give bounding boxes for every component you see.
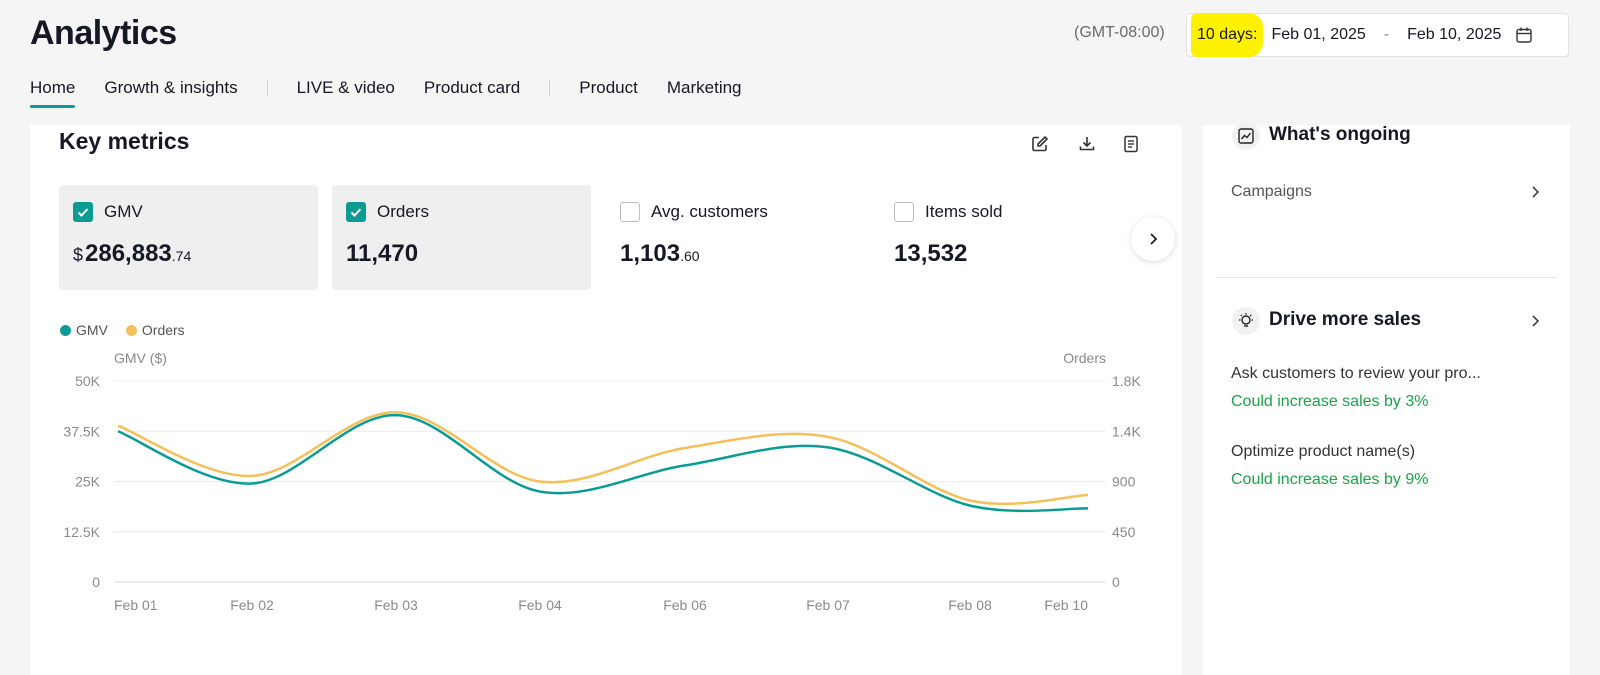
nav-divider <box>266 81 268 95</box>
tab-home[interactable]: Home <box>30 78 76 108</box>
date-start[interactable]: Feb 01, 2025 <box>1271 26 1366 43</box>
lightbulb-icon <box>1232 307 1260 335</box>
key-metrics-title: Key metrics <box>59 128 190 154</box>
date-range-picker[interactable]: 10 days: Feb 01, 2025 - Feb 10, 2025 <box>1186 13 1569 57</box>
metric-label: Avg. customers <box>651 202 768 221</box>
x-tick-label: Feb 06 <box>663 597 707 613</box>
metric-value: $286,883.74 <box>73 240 192 267</box>
trend-icon <box>1232 122 1260 150</box>
sidebar-divider <box>1216 277 1556 278</box>
tip-product-name-text[interactable]: Optimize product name(s) <box>1231 443 1416 460</box>
checkmark-icon <box>77 208 89 217</box>
nav-tabs: Home Growth & insights LIVE & video Prod… <box>30 78 771 108</box>
x-tick-label: Feb 10 <box>1044 597 1088 613</box>
y-tick-label-right: 1.8K <box>1112 373 1141 389</box>
avg-customers-checkbox[interactable] <box>620 202 640 222</box>
orders-series-line <box>117 411 1089 506</box>
metric-card-avg-customers[interactable]: Avg. customers 1,103.60 <box>606 185 865 290</box>
x-tick-label: Feb 04 <box>518 597 562 613</box>
items-sold-checkbox[interactable] <box>894 202 914 222</box>
date-separator: - <box>1383 26 1390 43</box>
sidebar-card <box>1203 125 1570 675</box>
x-tick-label: Feb 08 <box>948 597 992 613</box>
legend-dot-gmv <box>60 324 71 336</box>
y-tick-label-right: 900 <box>1112 474 1136 490</box>
metric-value: 11,470 <box>346 240 419 267</box>
date-end[interactable]: Feb 10, 2025 <box>1407 26 1502 43</box>
metric-card-orders[interactable]: Orders 11,470 <box>332 185 591 290</box>
tab-live-video[interactable]: LIVE & video <box>296 78 395 97</box>
tip-review-text[interactable]: Ask customers to review your pro... <box>1231 365 1481 382</box>
x-tick-label: Feb 03 <box>374 597 418 613</box>
legend-label: GMV <box>76 322 108 338</box>
y-tick-label-right: 1.4K <box>1112 423 1141 439</box>
tab-marketing[interactable]: Marketing <box>666 78 742 97</box>
y-tick-label-left: 25K <box>75 474 101 490</box>
y-tick-label-left: 12.5K <box>63 524 100 540</box>
gmv-series-line <box>117 413 1089 513</box>
gmv-checkbox[interactable] <box>73 202 93 222</box>
legend-label: Orders <box>141 322 185 338</box>
tab-growth-insights[interactable]: Growth & insights <box>104 78 238 97</box>
timezone-label: (GMT-08:00) <box>1074 24 1165 41</box>
y-tick-label-left: 0 <box>92 574 100 590</box>
chart-legend: GMV Orders <box>60 322 203 338</box>
legend-orders[interactable]: Orders <box>125 322 185 338</box>
chevron-right-icon <box>1150 233 1158 245</box>
metric-label: Items sold <box>925 202 1003 221</box>
date-range-preset[interactable]: 10 days: <box>1191 13 1264 57</box>
x-tick-label: Feb 02 <box>230 597 274 613</box>
whats-ongoing-title: What's ongoing <box>1269 124 1411 145</box>
legend-gmv[interactable]: GMV <box>60 322 108 338</box>
tab-product-card[interactable]: Product card <box>423 78 521 97</box>
tab-product[interactable]: Product <box>579 78 638 97</box>
tip-review-impact: Could increase sales by 3% <box>1231 393 1429 410</box>
chevron-right-icon[interactable] <box>1529 185 1541 199</box>
metric-label: GMV <box>104 202 143 221</box>
metric-card-items-sold[interactable]: Items sold 13,532 <box>880 185 1139 290</box>
x-tick-label: Feb 01 <box>114 597 158 613</box>
y-tick-label-left: 37.5K <box>63 423 100 439</box>
legend-dot-orders <box>125 324 137 336</box>
edit-icon[interactable] <box>1030 134 1050 154</box>
metrics-next-button[interactable] <box>1131 217 1175 261</box>
metric-value: 13,532 <box>894 240 968 267</box>
orders-checkbox[interactable] <box>346 202 366 222</box>
report-icon[interactable] <box>1121 134 1141 154</box>
checkmark-icon <box>350 208 362 217</box>
drive-more-sales-title[interactable]: Drive more sales <box>1269 309 1422 330</box>
download-icon[interactable] <box>1077 134 1097 154</box>
metric-label: Orders <box>377 202 429 221</box>
page-title: Analytics <box>30 14 177 52</box>
x-tick-label: Feb 07 <box>806 597 850 613</box>
metric-value: 1,103.60 <box>620 240 700 267</box>
y-axis-label-left: GMV ($) <box>114 350 167 366</box>
tip-product-name-impact: Could increase sales by 9% <box>1231 471 1429 488</box>
y-tick-label-left: 50K <box>75 373 101 389</box>
y-axis-label-right: Orders <box>1063 350 1106 366</box>
nav-divider <box>549 81 551 95</box>
y-tick-label-right: 450 <box>1112 524 1136 540</box>
campaigns-link[interactable]: Campaigns <box>1231 183 1312 200</box>
calendar-icon[interactable] <box>1515 26 1533 44</box>
chevron-right-icon[interactable] <box>1529 314 1541 328</box>
metric-card-gmv[interactable]: GMV $286,883.74 <box>59 185 318 290</box>
y-tick-label-right: 0 <box>1112 574 1120 590</box>
